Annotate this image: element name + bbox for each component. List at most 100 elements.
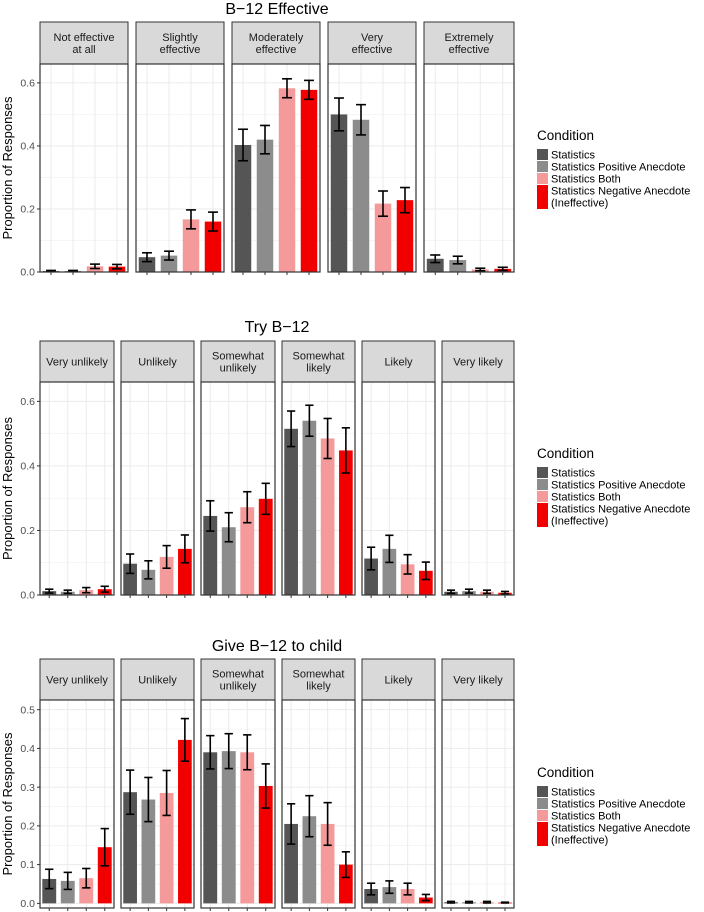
facet-label: effective	[449, 44, 490, 56]
panel-border	[361, 381, 436, 596]
y-tick-label: 0.6	[20, 78, 35, 90]
bar	[400, 564, 415, 595]
facet-panel: Likely	[361, 658, 436, 911]
facet-panel: Unlikely	[120, 658, 195, 911]
facet-label: Unlikely	[138, 357, 177, 369]
legend-item-label: Statistics Positive Anecdote	[551, 799, 686, 811]
y-tick-label: 0.5	[20, 704, 35, 716]
legend-swatch	[537, 161, 548, 172]
facet-panel: Unlikely	[120, 340, 195, 598]
facet-label: Somewhat	[293, 351, 345, 363]
panel-background	[442, 700, 514, 908]
bar	[123, 792, 137, 904]
bar	[258, 498, 273, 595]
bar	[320, 823, 335, 904]
legend-item-label: (Ineffective)	[551, 835, 608, 847]
chart-2: Try B−12 Proportion of Responses 0.0 0.2 0.4…	[0, 319, 690, 602]
bar	[284, 428, 298, 595]
bar	[178, 548, 192, 595]
panel-border	[423, 63, 515, 273]
legend-title: Condition	[537, 128, 594, 143]
legend-item-label: Statistics Negative Anecdote	[551, 504, 690, 516]
legend-swatch	[537, 810, 548, 821]
bar	[364, 558, 378, 595]
y-tick-label: 0.0	[20, 590, 35, 602]
panel-border	[120, 381, 195, 596]
bar	[79, 878, 94, 904]
bar	[449, 260, 467, 272]
bar	[159, 556, 174, 595]
facet-label: Very	[361, 32, 384, 44]
bar	[42, 878, 57, 904]
panel-border	[200, 381, 276, 596]
bar	[302, 816, 317, 904]
legend-item-label: Statistics	[551, 787, 596, 799]
facet-label: likely	[306, 681, 331, 693]
facet-panel: Very likely	[441, 340, 515, 598]
bar	[141, 799, 156, 904]
chart-3: Give B−12 to child Proportion of Response…	[0, 638, 690, 911]
legend-item-label: (Ineffective)	[551, 198, 608, 210]
bar	[221, 751, 236, 904]
y-axis-label: Proportion of Responses	[0, 416, 15, 560]
panel-border	[231, 63, 321, 273]
legend-swatch	[537, 479, 548, 490]
y-tick-label: 0.4	[20, 141, 35, 153]
legend-swatch	[537, 798, 548, 809]
facet-label: Likely	[384, 675, 413, 687]
bar	[339, 864, 353, 904]
panel-border	[39, 381, 115, 596]
y-tick-label: 0.3	[20, 782, 35, 794]
legend-item-label: Statistics Negative Anecdote	[551, 823, 690, 835]
bar	[141, 569, 156, 595]
y-tick-label: 0.4	[20, 461, 35, 473]
y-tick-label: 0.2	[20, 820, 35, 832]
legend-item-label: Statistics Negative Anecdote	[551, 186, 690, 198]
legend-item-label: Statistics Both	[551, 174, 621, 186]
legend-swatch	[537, 786, 548, 797]
facet-panel: Likely	[361, 340, 436, 598]
legend-item-label: (Ineffective)	[551, 516, 608, 528]
facet-panel: Very likely	[441, 658, 515, 911]
legend-item-label: Statistics Both	[551, 492, 621, 504]
legend-swatch	[537, 503, 548, 527]
panel-border	[441, 699, 515, 909]
legend-title: Condition	[537, 765, 594, 780]
bar	[352, 119, 370, 272]
facet-strip	[135, 21, 225, 65]
facet-label: Somewhat	[293, 669, 345, 681]
bar	[60, 880, 75, 904]
facet-label: Slightly	[162, 32, 198, 44]
bar	[400, 889, 415, 904]
bar	[302, 420, 317, 595]
panel-background	[424, 64, 514, 272]
bar	[203, 515, 218, 595]
facet-label: unlikely	[220, 363, 257, 375]
facet-strip	[281, 340, 356, 383]
facet-strip	[441, 340, 515, 383]
bar	[204, 221, 222, 272]
y-axis-label: Proportion of Responses	[0, 732, 15, 876]
facet-strip	[39, 21, 129, 65]
bar	[396, 200, 414, 272]
panel-border	[281, 381, 356, 596]
y-tick-label: 0.0	[20, 267, 35, 279]
panel-border	[39, 699, 115, 909]
legend-swatch	[537, 822, 548, 846]
facet-label: likely	[306, 363, 331, 375]
legend-title: Condition	[537, 446, 594, 461]
chart-title: Give B−12 to child	[212, 638, 342, 655]
bar	[382, 887, 397, 904]
legend-item-label: Statistics Positive Anecdote	[551, 162, 686, 174]
facet-label: effective	[352, 44, 393, 56]
facet-strip	[423, 21, 515, 65]
panel-border	[39, 63, 129, 273]
